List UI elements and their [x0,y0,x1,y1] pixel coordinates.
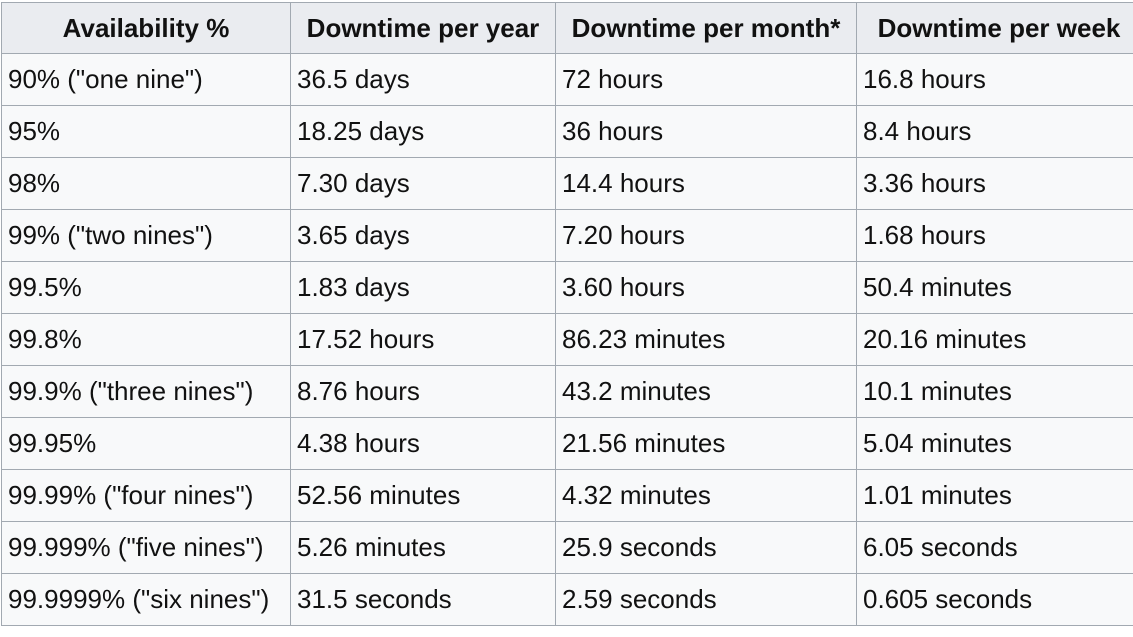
cell-availability: 99% ("two nines") [2,210,291,262]
cell-downtime-week: 0.605 seconds [857,574,1133,626]
header-downtime-month[interactable]: Downtime per month* [556,3,857,54]
cell-downtime-year: 3.65 days [291,210,556,262]
cell-downtime-year: 52.56 minutes [291,470,556,522]
header-row: Availability % Downtime per year Downtim… [2,3,1133,54]
table-row: 95% 18.25 days 36 hours 8.4 hours [2,106,1133,158]
cell-downtime-week: 1.68 hours [857,210,1133,262]
cell-downtime-year: 31.5 seconds [291,574,556,626]
cell-downtime-week: 10.1 minutes [857,366,1133,418]
cell-downtime-month: 72 hours [556,54,857,106]
cell-availability: 99.95% [2,418,291,470]
cell-downtime-week: 1.01 minutes [857,470,1133,522]
cell-downtime-month: 86.23 minutes [556,314,857,366]
table-row: 99.999% ("five nines") 5.26 minutes 25.9… [2,522,1133,574]
cell-downtime-year: 4.38 hours [291,418,556,470]
cell-downtime-year: 36.5 days [291,54,556,106]
cell-availability: 99.5% [2,262,291,314]
table-row: 99.9% ("three nines") 8.76 hours 43.2 mi… [2,366,1133,418]
cell-downtime-year: 7.30 days [291,158,556,210]
cell-downtime-year: 1.83 days [291,262,556,314]
cell-downtime-month: 2.59 seconds [556,574,857,626]
table-row: 99.9999% ("six nines") 31.5 seconds 2.59… [2,574,1133,626]
cell-downtime-month: 4.32 minutes [556,470,857,522]
cell-downtime-week: 8.4 hours [857,106,1133,158]
cell-downtime-month: 25.9 seconds [556,522,857,574]
cell-availability: 99.9999% ("six nines") [2,574,291,626]
cell-availability: 99.999% ("five nines") [2,522,291,574]
header-availability[interactable]: Availability % [2,3,291,54]
table-row: 99.95% 4.38 hours 21.56 minutes 5.04 min… [2,418,1133,470]
table-body: 90% ("one nine") 36.5 days 72 hours 16.8… [2,54,1133,626]
cell-downtime-year: 8.76 hours [291,366,556,418]
table-row: 98% 7.30 days 14.4 hours 3.36 hours [2,158,1133,210]
cell-downtime-week: 50.4 minutes [857,262,1133,314]
header-downtime-year[interactable]: Downtime per year [291,3,556,54]
cell-downtime-month: 43.2 minutes [556,366,857,418]
cell-downtime-month: 36 hours [556,106,857,158]
cell-downtime-month: 21.56 minutes [556,418,857,470]
cell-downtime-week: 6.05 seconds [857,522,1133,574]
cell-availability: 98% [2,158,291,210]
table-row: 90% ("one nine") 36.5 days 72 hours 16.8… [2,54,1133,106]
table-row: 99.5% 1.83 days 3.60 hours 50.4 minutes [2,262,1133,314]
cell-downtime-month: 7.20 hours [556,210,857,262]
cell-downtime-week: 3.36 hours [857,158,1133,210]
cell-availability: 95% [2,106,291,158]
cell-availability: 90% ("one nine") [2,54,291,106]
cell-availability: 99.9% ("three nines") [2,366,291,418]
cell-downtime-month: 3.60 hours [556,262,857,314]
table-header: Availability % Downtime per year Downtim… [2,3,1133,54]
availability-table: Availability % Downtime per year Downtim… [1,2,1133,626]
cell-downtime-year: 18.25 days [291,106,556,158]
cell-downtime-month: 14.4 hours [556,158,857,210]
table-row: 99% ("two nines") 3.65 days 7.20 hours 1… [2,210,1133,262]
cell-downtime-year: 17.52 hours [291,314,556,366]
cell-downtime-year: 5.26 minutes [291,522,556,574]
cell-downtime-week: 5.04 minutes [857,418,1133,470]
cell-downtime-week: 20.16 minutes [857,314,1133,366]
table-row: 99.8% 17.52 hours 86.23 minutes 20.16 mi… [2,314,1133,366]
cell-downtime-week: 16.8 hours [857,54,1133,106]
header-downtime-week[interactable]: Downtime per week [857,3,1133,54]
cell-availability: 99.8% [2,314,291,366]
cell-availability: 99.99% ("four nines") [2,470,291,522]
table-row: 99.99% ("four nines") 52.56 minutes 4.32… [2,470,1133,522]
